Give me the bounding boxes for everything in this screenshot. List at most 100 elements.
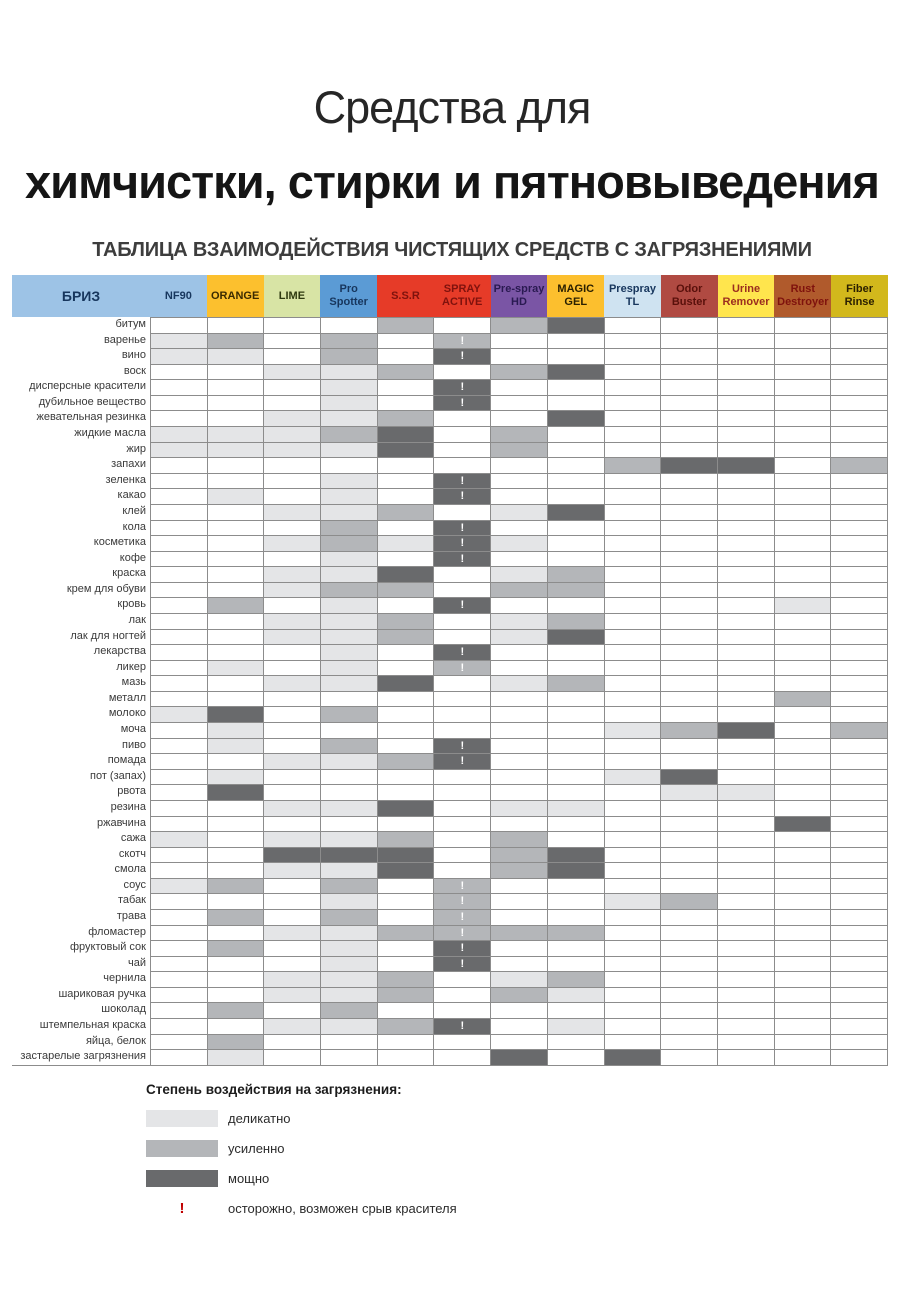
legend-label: деликатно [228,1110,291,1126]
matrix-cell [830,831,888,847]
stain-row: мазь [12,675,888,691]
matrix-cell [150,690,207,707]
matrix-cell [546,940,604,956]
matrix-cell [490,394,547,411]
matrix-cell [206,737,264,754]
matrix-cell [773,784,831,800]
matrix-cell [660,940,717,956]
matrix-cell [263,722,321,738]
stain-row: шоколад [12,1002,888,1019]
matrix-cell [546,581,604,598]
matrix-cell [546,908,604,925]
matrix-cell [490,426,547,442]
legend: Степень воздействия на загрязнения: дели… [146,1082,904,1217]
stain-label: какао [117,489,146,502]
matrix-cell [150,317,207,333]
matrix-cell [206,488,264,504]
matrix-cell [660,612,717,629]
stain-row: какао! [12,488,888,504]
matrix-cell [150,426,207,442]
matrix-cell [603,363,661,380]
matrix-cell [490,940,547,956]
legend-warning-label: осторожно, возможен срыв красителя [228,1200,457,1216]
matrix-cell [830,675,888,691]
page-title: Средства для химчистки, стирки и пятновы… [0,82,904,209]
matrix-cell [150,1002,207,1019]
matrix-cell [603,846,661,863]
matrix-cell [320,503,377,520]
matrix-cell [603,799,661,816]
matrix-cell [320,363,377,380]
matrix-cell-warning: ! [433,488,491,504]
matrix-cell [433,1002,491,1019]
matrix-cell-warning: ! [433,332,491,349]
matrix-cell [546,535,604,551]
matrix-cell [263,457,321,473]
matrix-cell [546,737,604,754]
matrix-cell [206,690,264,707]
matrix-cell [376,332,434,349]
stain-row: фруктовый сок! [12,940,888,956]
matrix-cell [150,410,207,427]
matrix-cell [773,535,831,551]
matrix-cell-warning: ! [433,535,491,551]
matrix-cell [150,503,207,520]
matrix-cell [830,924,888,941]
matrix-cell [830,332,888,349]
matrix-cell [773,426,831,442]
matrix-cell [376,908,434,925]
stain-label: лак [128,613,146,626]
matrix-cell [376,488,434,504]
matrix-cell [546,831,604,847]
matrix-cell [716,612,774,629]
stain-label: помада [107,754,146,767]
matrix-cell [660,550,717,567]
matrix-cell [490,581,547,598]
matrix-cell-warning: ! [433,1018,491,1034]
matrix-cell [773,893,831,909]
matrix-cell [206,332,264,349]
matrix-cell [263,332,321,349]
stain-row: моча [12,722,888,738]
matrix-cell [830,503,888,520]
matrix-cell [830,908,888,925]
matrix-cell [773,690,831,707]
matrix-cell [150,768,207,785]
matrix-cell [490,768,547,785]
matrix-cell [263,768,321,785]
stain-label: скотч [118,847,146,860]
matrix-cell [546,675,604,691]
matrix-cell [603,784,661,800]
matrix-cell [263,862,321,878]
matrix-cell [490,815,547,832]
matrix-cell [830,394,888,411]
matrix-cell [433,986,491,1003]
matrix-cell [376,612,434,629]
matrix-cell [320,426,377,442]
matrix-cell [263,690,321,707]
matrix-cell [150,924,207,941]
matrix-cell [830,722,888,738]
matrix-cell [546,317,604,333]
matrix-cell [830,457,888,473]
matrix-cell [490,348,547,364]
matrix-cell [773,877,831,894]
stain-row: яйца, белок [12,1033,888,1050]
matrix-cell [830,628,888,645]
matrix-cell [490,332,547,349]
matrix-cell [830,644,888,660]
matrix-cell [660,332,717,349]
matrix-cell [433,628,491,645]
matrix-cell [206,908,264,925]
matrix-cell [150,628,207,645]
matrix-cell [150,955,207,972]
matrix-cell [433,815,491,832]
matrix-cell [150,1018,207,1034]
matrix-cell [433,862,491,878]
matrix-cell [603,566,661,582]
matrix-cell [490,706,547,723]
matrix-cell [660,690,717,707]
stain-label: битум [115,318,146,330]
matrix-cell [206,644,264,660]
matrix-cell [150,893,207,909]
